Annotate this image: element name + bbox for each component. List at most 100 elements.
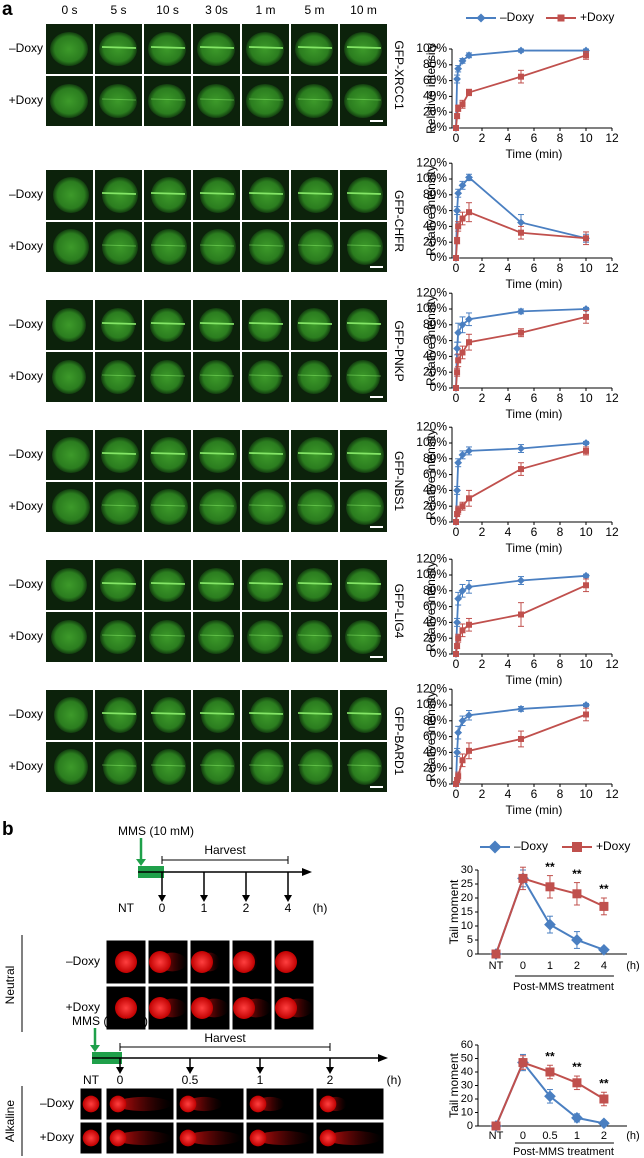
y-axis-label: Relative intensity [424,165,438,256]
x-axis-label: Time (min) [506,147,563,161]
nucleus [101,489,139,525]
x-tick-label: 8 [557,525,564,539]
data-point [455,105,462,112]
data-point [454,511,461,518]
data-point [466,339,472,346]
nucleus [200,177,236,213]
unit-label: (h) [387,1073,402,1087]
y-tick-label: 20% [423,104,447,118]
x-tick-label: 10 [579,391,593,405]
damage-stripe [248,98,284,101]
y-tick-label: 120% [416,551,447,565]
nucleus [345,620,381,654]
nucleus [246,84,284,118]
protein-label: GFP-LIG4 [392,584,406,639]
x-unit: (h) [626,960,639,972]
data-point [459,101,466,108]
nucleus [54,749,88,785]
comet-tail [186,1130,242,1146]
nucleus [347,177,383,213]
time-point: 0 [117,1073,124,1087]
data-point [453,206,461,215]
y-tick-label: 60% [423,73,447,87]
damage-stripe [297,244,333,247]
nucleus [247,568,283,602]
damage-stripe [101,244,137,247]
y-tick-label: 20% [423,234,447,248]
time-label: 10 m [350,3,377,17]
comet-head [275,951,297,973]
legend-label: –Doxy [514,839,548,853]
x-tick-label: 0.5 [542,1130,557,1142]
data-point [454,643,461,650]
nucleus [102,177,138,213]
data-point [545,1067,555,1077]
protein-label: GFP-PNKP [392,320,406,381]
x-tick-label: 1 [547,960,553,972]
y-tick-label: 40% [423,219,447,233]
x-tick-label: 1 [574,1130,580,1142]
damage-stripe [199,244,235,247]
nucleus [250,749,284,785]
x-tick-label: 2 [479,787,486,801]
nucleus [295,84,333,118]
harvest-label: Harvest [204,843,246,857]
x-tick-label: 10 [579,131,593,145]
comet-head [275,997,297,1019]
data-point [454,458,463,467]
significance-label: ** [599,1076,609,1090]
y-tick-label: 80% [423,57,447,71]
nucleus [248,360,282,394]
data-point [453,486,461,495]
damage-stripe [248,192,284,195]
nucleus [100,568,136,602]
x-tick-label: 12 [605,787,619,801]
nucleus [52,308,86,342]
data-point [491,949,501,959]
data-point [518,873,528,883]
damage-stripe [297,582,333,585]
data-point [455,507,462,514]
damage-stripe [297,322,333,325]
y-tick-label: 100% [416,567,447,581]
timeline-head [378,1054,388,1062]
nucleus [201,749,235,785]
data-point [466,747,472,754]
damage-stripe [150,322,186,325]
y-axis-label: Relative intensity [424,691,438,782]
significance-label: ** [545,860,555,874]
x-tick-label: 0 [520,960,526,972]
y-tick-label: 60% [423,729,447,743]
significance-label: ** [599,882,609,896]
row-label: +Doxy [9,759,43,773]
comet-head [115,951,137,973]
damage-stripe [101,374,137,377]
y-tick-label: 40% [423,349,447,363]
comet-head [82,1129,100,1147]
nucleus [197,32,235,66]
data-point [582,305,590,313]
nucleus [295,32,333,66]
data-point [453,618,461,627]
data-point [455,773,462,780]
damage-stripe [248,634,284,637]
nucleus [346,437,384,473]
nucleus [344,84,382,118]
comet-head [115,997,137,1019]
damage-stripe [199,192,235,195]
data-point [458,450,467,459]
damage-stripe [346,244,382,247]
x-tick-label: 0 [453,261,460,275]
y-tick-label: 80% [423,713,447,727]
nucleus [298,229,334,265]
nucleus [54,697,88,733]
data-point [458,56,467,65]
damage-stripe [297,634,333,637]
data-point [454,237,461,244]
legend-label: +Doxy [596,839,630,853]
nucleus [100,620,136,654]
row-label: +Doxy [9,239,43,253]
x-tick-label: 0 [453,787,460,801]
x-tick-label: 8 [557,657,564,671]
